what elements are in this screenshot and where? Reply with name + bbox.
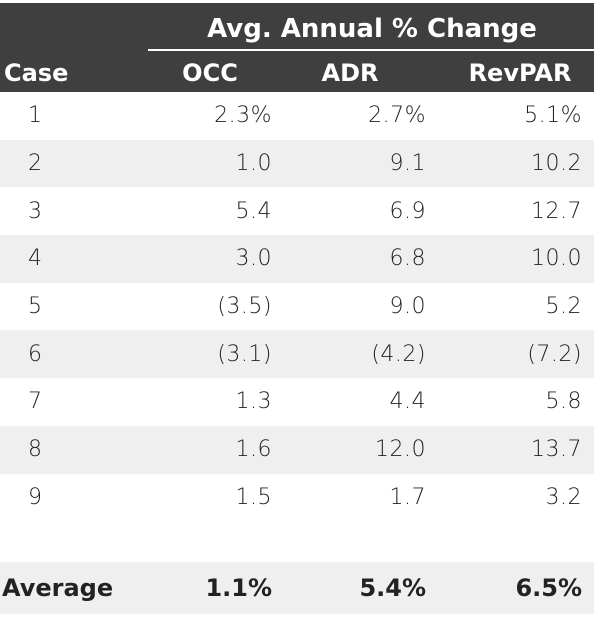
case-cell: 3 <box>28 198 43 224</box>
table-row: 2 1.0 9.1 10.2 <box>0 139 594 188</box>
occ-cell: 1.3 <box>235 389 272 415</box>
table-row: 1 2.3% 2.7% 5.1% <box>0 92 594 140</box>
table-row: 8 1.6 12.0 13.7 <box>0 425 594 474</box>
table-row: 7 1.3 4.4 5.8 <box>0 378 594 426</box>
case-cell: 5 <box>28 294 43 320</box>
group-header-rule <box>148 49 594 51</box>
case-cell: 1 <box>28 103 43 129</box>
average-revpar-cell: 6.5% <box>515 574 582 602</box>
case-cell: 9 <box>28 484 43 510</box>
average-occ-cell: 1.1% <box>205 574 272 602</box>
table-row: 5 (3.5) 9.0 5.2 <box>0 283 594 331</box>
occ-cell: 5.4 <box>235 198 272 224</box>
column-header-occ: OCC <box>182 59 238 87</box>
group-header-title: Avg. Annual % Change <box>207 14 537 44</box>
average-label: Average <box>2 574 114 602</box>
adr-cell: 9.0 <box>389 294 426 320</box>
occ-cell: 3.0 <box>235 246 272 272</box>
case-cell: 8 <box>28 437 43 463</box>
case-cell: 7 <box>28 389 43 415</box>
average-adr-cell: 5.4% <box>359 574 426 602</box>
occ-cell: 1.5 <box>235 484 272 510</box>
occ-cell: 1.0 <box>235 151 272 177</box>
occ-cell: (3.1) <box>217 341 272 367</box>
adr-cell: 9.1 <box>389 151 426 177</box>
average-row: Average 1.1% 5.4% 6.5% <box>0 562 594 614</box>
adr-cell: 1.7 <box>389 484 426 510</box>
column-header-revpar: RevPAR <box>468 59 572 87</box>
revpar-cell: 10.0 <box>531 246 582 272</box>
adr-cell: (4.2) <box>371 341 426 367</box>
occ-cell: (3.5) <box>217 294 272 320</box>
occ-cell: 2.3% <box>214 103 272 129</box>
revpar-cell: 5.1% <box>524 103 582 129</box>
column-header-case: Case <box>4 59 69 87</box>
table-row: 6 (3.1) (4.2) (7.2) <box>0 330 594 379</box>
revpar-cell: 5.8 <box>545 389 582 415</box>
adr-cell: 6.9 <box>389 198 426 224</box>
adr-cell: 2.7% <box>368 103 426 129</box>
table-row: 4 3.0 6.8 10.0 <box>0 235 594 283</box>
case-cell: 2 <box>28 151 43 177</box>
revpar-cell: 5.2 <box>545 294 582 320</box>
case-cell: 4 <box>28 246 43 272</box>
revpar-cell: 3.2 <box>545 484 582 510</box>
adr-cell: 6.8 <box>389 246 426 272</box>
revpar-cell: 13.7 <box>531 437 582 463</box>
revpar-cell: 12.7 <box>531 198 582 224</box>
table-row: 3 5.4 6.9 12.7 <box>0 187 594 235</box>
revpar-cell: (7.2) <box>527 341 582 367</box>
revpar-cell: 10.2 <box>531 151 582 177</box>
table-body: 1 2.3% 2.7% 5.1% 2 1.0 9.1 10.2 3 5.4 6.… <box>0 92 594 521</box>
occ-cell: 1.6 <box>235 437 272 463</box>
table-header: Avg. Annual % Change Case OCC ADR RevPAR <box>0 3 594 92</box>
adr-cell: 12.0 <box>375 437 426 463</box>
table-row: 9 1.5 1.7 3.2 <box>0 474 594 522</box>
case-cell: 6 <box>28 341 43 367</box>
adr-cell: 4.4 <box>389 389 426 415</box>
column-header-adr: ADR <box>321 59 379 87</box>
